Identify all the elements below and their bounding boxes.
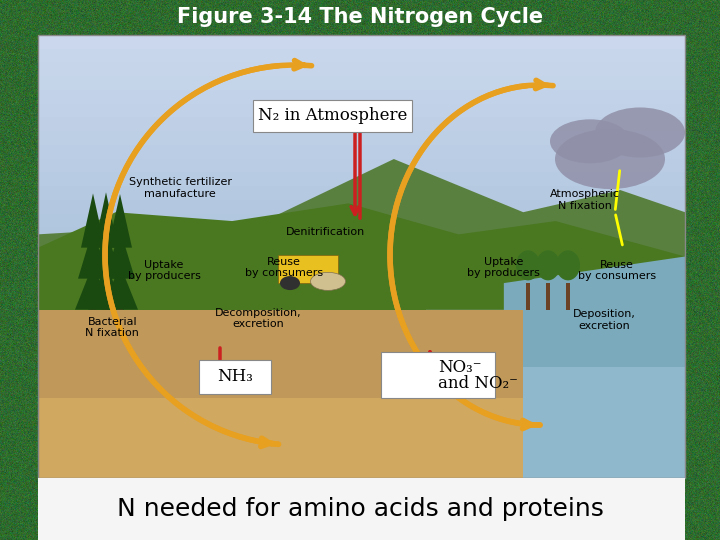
Ellipse shape bbox=[320, 277, 336, 289]
Bar bbox=[38, 117, 685, 131]
FancyBboxPatch shape bbox=[199, 360, 271, 394]
Bar bbox=[38, 172, 685, 186]
Bar bbox=[566, 283, 570, 309]
Polygon shape bbox=[78, 229, 108, 279]
Ellipse shape bbox=[280, 276, 300, 290]
Bar bbox=[38, 90, 685, 104]
Bar bbox=[38, 478, 685, 540]
Bar bbox=[38, 145, 685, 159]
Text: Atmospheric
N fixation: Atmospheric N fixation bbox=[549, 189, 620, 211]
Text: NH₃: NH₃ bbox=[217, 368, 253, 386]
Text: and NO₂⁻: and NO₂⁻ bbox=[438, 375, 518, 392]
Text: NO₃⁻: NO₃⁻ bbox=[438, 359, 482, 376]
Bar bbox=[38, 282, 685, 296]
Polygon shape bbox=[504, 256, 685, 478]
Bar bbox=[38, 49, 685, 63]
FancyBboxPatch shape bbox=[253, 99, 412, 132]
Bar bbox=[38, 159, 685, 172]
Polygon shape bbox=[81, 193, 105, 248]
Bar bbox=[526, 283, 530, 309]
Bar bbox=[38, 213, 685, 227]
Ellipse shape bbox=[536, 251, 560, 280]
Polygon shape bbox=[38, 204, 685, 309]
Bar bbox=[38, 399, 523, 478]
Bar bbox=[38, 186, 685, 200]
Text: Synthetic fertilizer
manufacture: Synthetic fertilizer manufacture bbox=[129, 177, 232, 199]
Bar bbox=[90, 274, 96, 309]
Text: Uptake
by producers: Uptake by producers bbox=[127, 260, 201, 281]
Bar bbox=[38, 131, 685, 145]
Bar bbox=[278, 255, 338, 283]
Polygon shape bbox=[105, 230, 135, 279]
Polygon shape bbox=[38, 35, 685, 309]
Text: Deposition,
excretion: Deposition, excretion bbox=[572, 309, 636, 331]
Polygon shape bbox=[108, 194, 132, 248]
Bar bbox=[38, 241, 685, 255]
Text: N needed for amino acids and proteins: N needed for amino acids and proteins bbox=[117, 497, 603, 521]
Bar bbox=[117, 274, 123, 309]
Bar bbox=[38, 76, 685, 90]
Polygon shape bbox=[91, 228, 121, 279]
Text: Figure 3-14 The Nitrogen Cycle: Figure 3-14 The Nitrogen Cycle bbox=[177, 7, 543, 27]
Text: Bacterial
N fixation: Bacterial N fixation bbox=[86, 316, 140, 338]
FancyBboxPatch shape bbox=[381, 352, 495, 398]
Bar bbox=[38, 255, 685, 268]
Bar bbox=[38, 104, 685, 117]
Text: Reuse
by consumers: Reuse by consumers bbox=[578, 260, 656, 281]
Text: Denitrification: Denitrification bbox=[287, 227, 366, 237]
Polygon shape bbox=[102, 265, 138, 309]
Bar bbox=[38, 296, 685, 309]
Bar bbox=[38, 227, 685, 241]
Polygon shape bbox=[38, 283, 426, 309]
Ellipse shape bbox=[516, 251, 540, 280]
Bar bbox=[38, 268, 685, 282]
Ellipse shape bbox=[555, 129, 665, 189]
Ellipse shape bbox=[556, 251, 580, 280]
Text: Decomposition,
excretion: Decomposition, excretion bbox=[215, 308, 301, 329]
Bar bbox=[38, 35, 685, 478]
Ellipse shape bbox=[310, 272, 346, 291]
Text: Reuse
by consumers: Reuse by consumers bbox=[245, 257, 323, 279]
Polygon shape bbox=[88, 263, 124, 309]
Ellipse shape bbox=[595, 107, 685, 158]
Polygon shape bbox=[38, 159, 685, 309]
Bar bbox=[38, 200, 685, 213]
Bar bbox=[103, 274, 109, 309]
Polygon shape bbox=[75, 264, 111, 309]
Bar bbox=[38, 309, 523, 478]
Bar bbox=[38, 35, 685, 49]
Bar bbox=[546, 283, 550, 309]
Text: Uptake
by producers: Uptake by producers bbox=[467, 257, 540, 279]
Ellipse shape bbox=[550, 119, 630, 163]
Bar bbox=[38, 63, 685, 76]
Bar bbox=[504, 367, 685, 478]
Polygon shape bbox=[94, 192, 118, 248]
Text: N₂ in Atmosphere: N₂ in Atmosphere bbox=[258, 107, 407, 124]
